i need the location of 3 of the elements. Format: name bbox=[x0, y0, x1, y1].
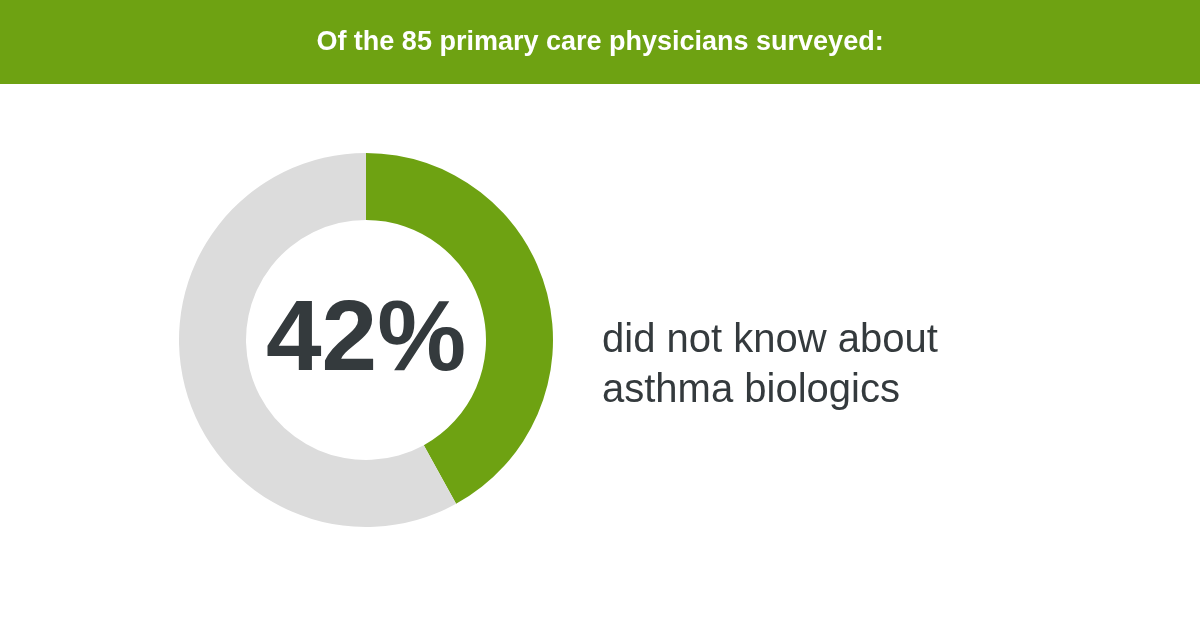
slice-label: did not know about asthma biologics bbox=[602, 316, 938, 410]
data-label: 42% bbox=[265, 279, 467, 391]
chart-title: Of the 85 primary care physicians surveyed: bbox=[316, 26, 884, 56]
